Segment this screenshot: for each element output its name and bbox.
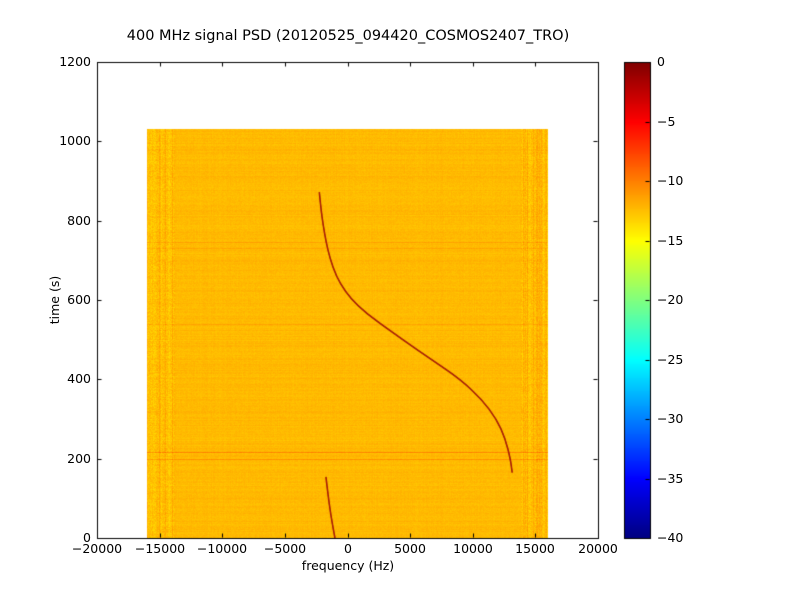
x-tick-label: 15000 — [515, 541, 555, 556]
x-tick-label: 0 — [344, 541, 352, 556]
y-tick-label: 0 — [83, 529, 91, 545]
y-tick-label: 400 — [67, 370, 91, 386]
x-tick-label: 20000 — [578, 541, 618, 556]
x-tick-label: −15000 — [134, 541, 186, 556]
y-tick-label: 200 — [67, 450, 91, 466]
colorbar-tick-label: −10 — [657, 172, 684, 188]
x-tick-label: −5000 — [263, 541, 307, 556]
x-axis-label: frequency (Hz) — [301, 558, 395, 573]
y-axis-label: time (s) — [46, 275, 62, 325]
colorbar-tick-label: −5 — [657, 113, 676, 129]
x-tick-label: 10000 — [453, 541, 493, 556]
y-tick-label: 800 — [67, 212, 91, 228]
colorbar-tick-label: −20 — [657, 291, 684, 307]
x-tick-label: −10000 — [196, 541, 248, 556]
colorbar-tick-label: −25 — [657, 351, 684, 367]
y-tick-label: 600 — [67, 291, 91, 307]
colorbar-tick-label: 0 — [657, 53, 665, 69]
colorbar-tick-label: −40 — [657, 529, 684, 545]
y-tick-label: 1000 — [59, 132, 91, 148]
y-tick-label: 1200 — [59, 53, 91, 69]
colorbar-tick-label: −35 — [657, 470, 684, 486]
x-tick-label: −20000 — [71, 541, 123, 556]
x-tick-label: 5000 — [394, 541, 426, 556]
colorbar-tick-label: −30 — [657, 410, 684, 426]
chart-title: 400 MHz signal PSD (20120525_094420_COSM… — [126, 28, 570, 44]
colorbar-tick-label: −15 — [657, 232, 684, 248]
